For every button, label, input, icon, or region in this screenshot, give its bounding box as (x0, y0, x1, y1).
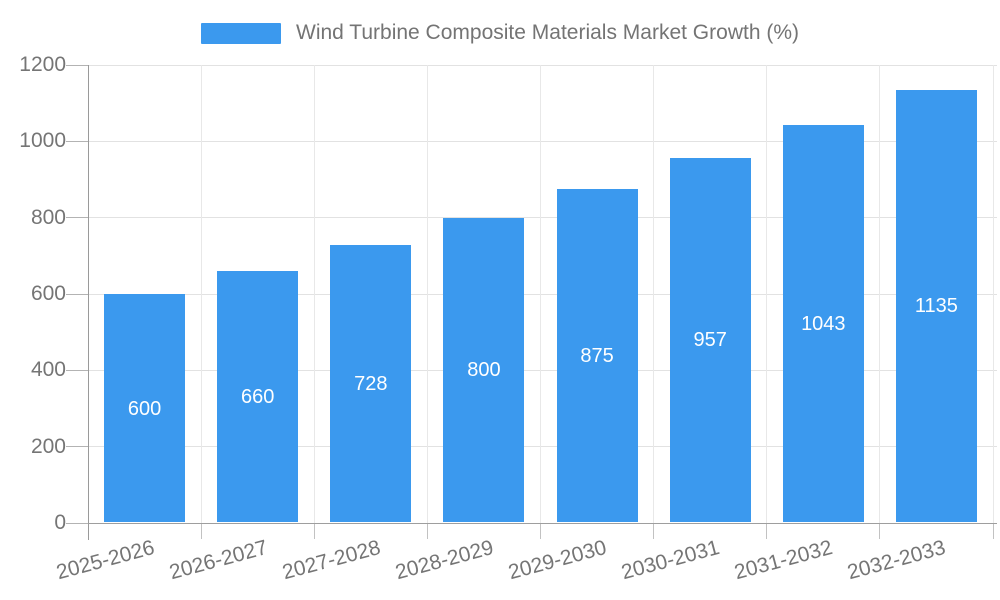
y-axis-label: 600 (30, 282, 66, 305)
x-gridline (540, 65, 541, 523)
y-gridline (88, 64, 997, 66)
y-gridline (88, 140, 997, 142)
legend-swatch (201, 22, 281, 44)
y-gridline (88, 446, 997, 448)
x-axis-tick (313, 523, 315, 539)
bar[interactable] (782, 124, 864, 522)
y-axis-label: 800 (30, 205, 66, 229)
bar[interactable] (217, 271, 299, 522)
x-gridline (992, 65, 994, 523)
y-gridline (88, 217, 997, 219)
y-axis-label: 1000 (19, 129, 66, 153)
y-axis-tick (66, 293, 88, 295)
bar[interactable] (556, 189, 638, 522)
y-gridline (88, 369, 997, 371)
y-axis-tick (66, 140, 88, 142)
x-gridline (653, 65, 655, 523)
bar[interactable] (330, 245, 412, 522)
x-axis-tick (766, 523, 768, 539)
y-axis-tick (66, 64, 88, 66)
y-gridline (88, 293, 997, 295)
y-axis-label: 400 (30, 358, 66, 382)
legend-item[interactable]: Wind Turbine Composite Materials Market … (0, 16, 1000, 50)
x-gridline (879, 65, 881, 523)
bar[interactable] (895, 89, 977, 522)
x-gridline (200, 65, 202, 523)
x-axis-tick (540, 523, 541, 539)
x-axis-tick (653, 523, 655, 539)
x-axis-tick (426, 523, 428, 539)
bar[interactable] (669, 157, 751, 522)
y-axis-line (87, 65, 89, 540)
y-axis-tick (66, 446, 88, 448)
bar[interactable] (443, 217, 525, 522)
x-axis-tick (200, 523, 202, 539)
y-axis-tick (66, 217, 88, 219)
legend-label: Wind Turbine Composite Materials Market … (296, 21, 799, 44)
x-axis-tick (879, 523, 881, 539)
y-axis-tick (66, 369, 88, 371)
y-axis-label: 0 (54, 511, 66, 534)
y-axis-label: 200 (30, 434, 66, 458)
x-gridline (766, 65, 768, 523)
x-gridline (426, 65, 428, 523)
x-gridline (313, 65, 315, 523)
y-axis-label: 1200 (19, 53, 66, 76)
x-axis-tick (992, 523, 994, 539)
y-axis-tick (66, 522, 88, 524)
x-axis-line (88, 522, 997, 524)
bar[interactable] (104, 294, 186, 522)
